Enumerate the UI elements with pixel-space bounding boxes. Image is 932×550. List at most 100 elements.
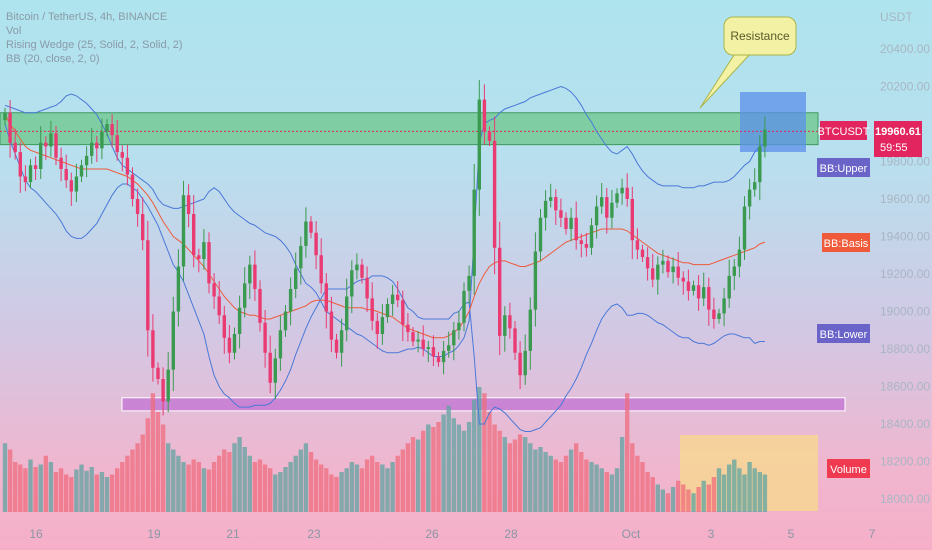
candle-body [436,356,441,363]
candle-body [635,240,640,250]
candle-body [28,165,33,183]
volume-bar [528,443,533,512]
volume-bar [257,459,263,512]
candle-body [120,152,124,158]
volume-bar [553,459,558,512]
volume-bar [349,462,354,512]
bb-lower-label: BB:Lower [820,329,868,341]
candle-body [115,135,119,153]
candle-body [207,242,211,284]
volume-bar [487,412,492,512]
chart-legend: Bitcoin / TetherUS, 4h, BINANCE Vol Risi… [6,10,183,66]
candle-body [441,350,446,363]
bb-basis-label: BB:Basis [824,238,869,250]
candle-body [8,112,12,143]
candle-body [528,309,532,351]
date-tick-label: Oct [622,527,641,541]
volume-bar [150,393,156,512]
bb-upper-tag [817,158,870,177]
candle-body [727,275,731,299]
candle-body [717,313,721,319]
volume-bar [283,467,288,512]
bb-lower-line [4,123,765,432]
volume-bar [752,468,757,512]
volume-bar [594,464,599,512]
candle-body [543,200,548,218]
candle-body [508,315,512,329]
volume-bar [196,462,201,512]
candle-body [385,304,390,318]
candle-body [600,197,604,207]
volume-bar [436,422,441,512]
candle-body [594,206,599,226]
bb-upper-line [4,85,766,357]
candle-body [33,165,38,169]
volume-bar [645,472,650,512]
candle-body [722,298,726,314]
volume-bar [181,462,186,512]
volume-bar [329,474,334,512]
candle-body [110,124,114,136]
candle-body [671,266,675,273]
candle-body [625,187,629,199]
volume-bar [385,468,390,512]
candle-body [339,330,344,353]
date-tick-label: 23 [307,527,321,541]
volume-bar [732,459,737,512]
candle-body [171,311,175,370]
volume-bar [650,477,655,512]
volume-bar [691,493,696,512]
candle-body [141,214,145,241]
volume-tag [827,459,870,478]
candle-body [151,330,155,368]
candle-body [487,131,492,141]
candle-body [569,217,573,229]
volume-bar [64,474,69,512]
volume-bar [319,464,324,512]
ticker-tag [820,121,867,140]
candle-body [319,255,323,284]
candle-body [202,242,206,259]
volume-bar [574,443,579,512]
candle-body [212,283,216,297]
candle-body [630,199,634,241]
price-tick-label: 19800.00 [880,155,930,169]
volume-bar [604,472,609,512]
candle-body [263,322,267,353]
volume-bar [28,459,33,512]
candle-body [645,257,650,269]
price-tick-label: 20200.00 [880,80,930,94]
volume-bar [405,443,411,512]
date-tick-label: 16 [29,527,43,541]
volume-bar [614,468,620,512]
price-tick-label: 18400.00 [880,417,930,431]
price-tag [874,121,922,157]
candle-body [146,240,150,331]
last-price-label: 19960.61 [875,126,921,138]
candle-body [130,174,135,199]
candle-body [401,300,405,325]
candle-body [248,264,252,284]
volume-bar [609,474,615,512]
volume-bar [670,487,676,512]
volume-bar [13,462,18,512]
volume-bar [523,437,528,512]
candle-body [482,99,487,132]
candle-body [390,294,395,304]
volume-bar [568,449,574,512]
volume-bar [701,480,706,512]
date-tick-label: 19 [147,527,161,541]
candle-body [620,187,624,194]
candle-body [676,266,680,278]
volume-bar [400,449,405,512]
bb-upper-label: BB:Upper [820,163,868,175]
volume-bar [18,464,23,512]
candle-body [691,285,696,291]
volume-bar [727,464,732,512]
candle-body [686,281,691,291]
volume-bar [599,468,604,512]
candle-body [416,339,420,342]
candle-body [498,247,502,336]
